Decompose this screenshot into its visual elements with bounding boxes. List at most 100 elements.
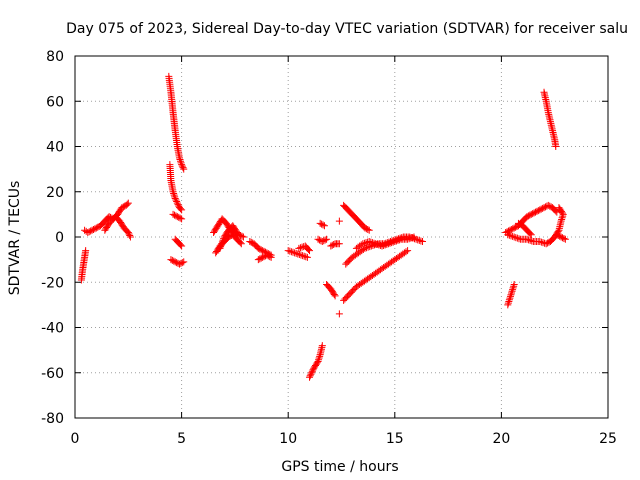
data-point xyxy=(321,236,329,244)
data-point xyxy=(314,235,322,243)
data-point xyxy=(286,247,294,255)
data-point xyxy=(392,237,400,245)
grid-lines xyxy=(75,56,608,418)
data-point xyxy=(294,250,302,258)
data-point xyxy=(259,247,267,255)
data-point xyxy=(289,248,297,256)
data-point xyxy=(368,239,376,247)
data-point xyxy=(173,213,181,221)
data-points xyxy=(77,72,569,381)
data-point xyxy=(323,235,331,243)
data-point xyxy=(306,373,314,381)
data-point xyxy=(105,213,113,221)
data-point xyxy=(508,287,516,295)
data-point xyxy=(389,238,397,246)
data-point xyxy=(507,225,515,233)
x-tick-label: 25 xyxy=(599,431,617,447)
data-point xyxy=(296,244,304,252)
data-point xyxy=(306,247,314,255)
data-point xyxy=(254,256,262,264)
data-point xyxy=(178,206,186,214)
data-point xyxy=(218,238,226,246)
data-point xyxy=(540,204,548,212)
data-point xyxy=(216,244,224,252)
data-point xyxy=(359,240,367,248)
data-point xyxy=(552,207,560,215)
data-point xyxy=(303,253,311,261)
data-point xyxy=(407,234,415,242)
data-point xyxy=(526,230,534,238)
data-point xyxy=(366,243,374,251)
data-point xyxy=(313,359,321,367)
data-point xyxy=(510,233,518,241)
data-point xyxy=(219,236,227,244)
data-point xyxy=(233,228,241,236)
data-point xyxy=(506,292,514,300)
data-point xyxy=(402,248,410,256)
data-point xyxy=(88,226,96,234)
data-point xyxy=(536,238,544,246)
data-point xyxy=(318,342,326,350)
data-point xyxy=(512,223,520,231)
data-point xyxy=(171,195,179,203)
data-point xyxy=(362,225,370,233)
data-point xyxy=(363,244,371,252)
data-point xyxy=(124,228,132,236)
data-point xyxy=(291,249,299,257)
data-point xyxy=(126,233,134,241)
data-point xyxy=(174,201,182,209)
data-point xyxy=(299,252,307,260)
data-point xyxy=(232,227,240,235)
data-point xyxy=(172,196,180,204)
data-point xyxy=(532,208,540,216)
data-point xyxy=(396,236,404,244)
data-point xyxy=(176,156,184,164)
data-point xyxy=(534,207,542,215)
data-point xyxy=(256,245,264,253)
data-point xyxy=(92,224,100,232)
data-point xyxy=(408,234,416,242)
data-point xyxy=(504,299,512,307)
data-point xyxy=(373,240,381,248)
data-point xyxy=(513,234,521,242)
data-point xyxy=(507,291,515,299)
data-point xyxy=(169,210,177,218)
data-point xyxy=(359,245,367,253)
data-point xyxy=(126,231,134,239)
data-point xyxy=(123,200,131,208)
data-point xyxy=(527,231,535,239)
y-tick-label: 40 xyxy=(46,140,64,156)
data-point xyxy=(257,246,265,254)
data-point xyxy=(516,220,524,228)
data-point xyxy=(84,228,92,236)
y-tick-label: 20 xyxy=(46,185,64,201)
data-point xyxy=(237,231,245,239)
data-point xyxy=(526,236,534,244)
data-point xyxy=(556,232,564,240)
data-point xyxy=(175,213,183,221)
data-point xyxy=(504,231,512,239)
data-point xyxy=(559,234,567,242)
data-point xyxy=(528,237,536,245)
data-point xyxy=(178,162,186,170)
data-point xyxy=(378,242,386,250)
data-point xyxy=(319,221,327,229)
data-point xyxy=(172,212,180,220)
data-point xyxy=(388,239,396,247)
data-point xyxy=(170,191,178,199)
data-point xyxy=(307,370,315,378)
data-point xyxy=(525,236,533,244)
x-tick-label: 20 xyxy=(492,431,510,447)
y-tick-label: -60 xyxy=(41,366,64,382)
data-point xyxy=(360,239,368,247)
data-point xyxy=(380,241,388,249)
data-point xyxy=(414,236,422,244)
data-point xyxy=(539,204,547,212)
data-point xyxy=(318,238,326,246)
data-point xyxy=(357,241,365,249)
data-point xyxy=(544,201,552,209)
data-point xyxy=(335,240,343,248)
data-point xyxy=(297,251,305,259)
data-point xyxy=(118,204,126,212)
data-point xyxy=(536,206,544,214)
